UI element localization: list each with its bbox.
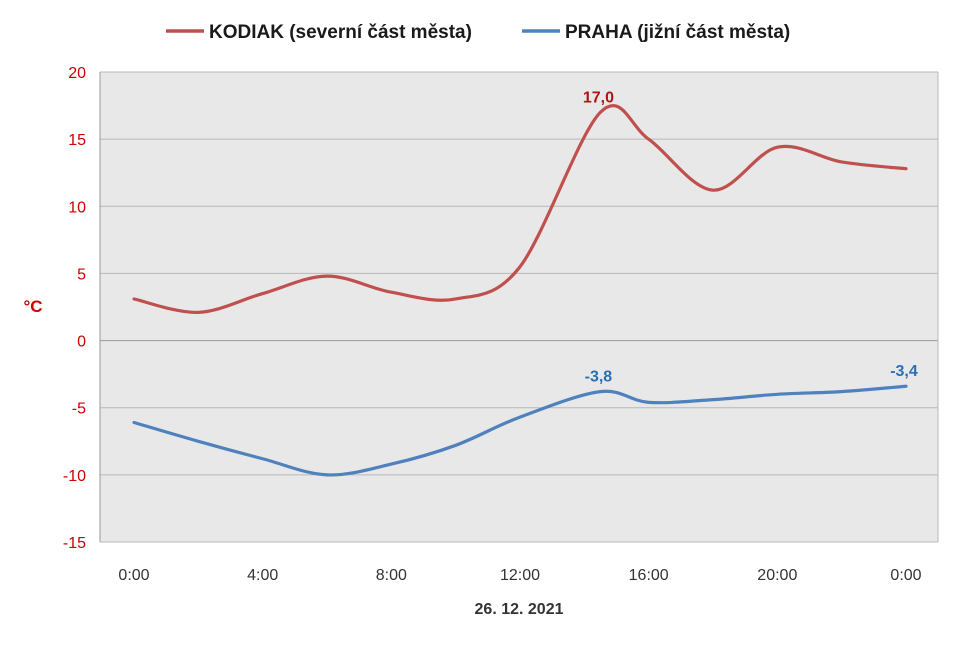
x-tick-label: 0:00 [890,567,921,584]
legend-label: KODIAK (severní část města) [209,22,472,43]
y-tick-label: -10 [63,468,86,485]
x-axis-label: 26. 12. 2021 [475,601,564,618]
y-tick-label: -5 [72,401,86,418]
grid-lines [99,71,939,543]
data-label: -3,8 [585,369,613,386]
series-line-0 [132,104,908,314]
x-tick-label: 16:00 [629,567,669,584]
x-tick-label: 20:00 [757,567,797,584]
series-line-1 [132,384,908,477]
y-tick-label: 5 [77,266,86,283]
x-tick-label: 0:00 [118,567,149,584]
legend-label: PRAHA (jižní část města) [565,22,790,43]
y-tick-label: -15 [63,535,86,552]
data-label: 17,0 [583,89,614,106]
x-axis-ticks: 0:00 4:00 8:00 12:00 16:00 20:00 0:00 [118,567,921,584]
x-tick-label: 4:00 [247,567,278,584]
y-tick-label: 0 [77,334,86,351]
y-tick-label: 20 [68,65,86,82]
y-axis-label: °C [23,297,42,316]
legend: KODIAK (severní část města) PRAHA (jižní … [166,22,790,43]
y-tick-label: 10 [68,199,86,216]
plot-area [100,72,938,542]
series-lines [132,104,908,477]
data-label: -3,4 [890,363,918,380]
x-tick-label: 8:00 [376,567,407,584]
y-tick-label: 15 [68,132,86,149]
y-axis-ticks: 20 15 10 5 0 -5 -10 -15 [63,65,86,552]
x-tick-label: 12:00 [500,567,540,584]
data-labels: 17,0 -3,8 -3,4 [583,89,918,385]
